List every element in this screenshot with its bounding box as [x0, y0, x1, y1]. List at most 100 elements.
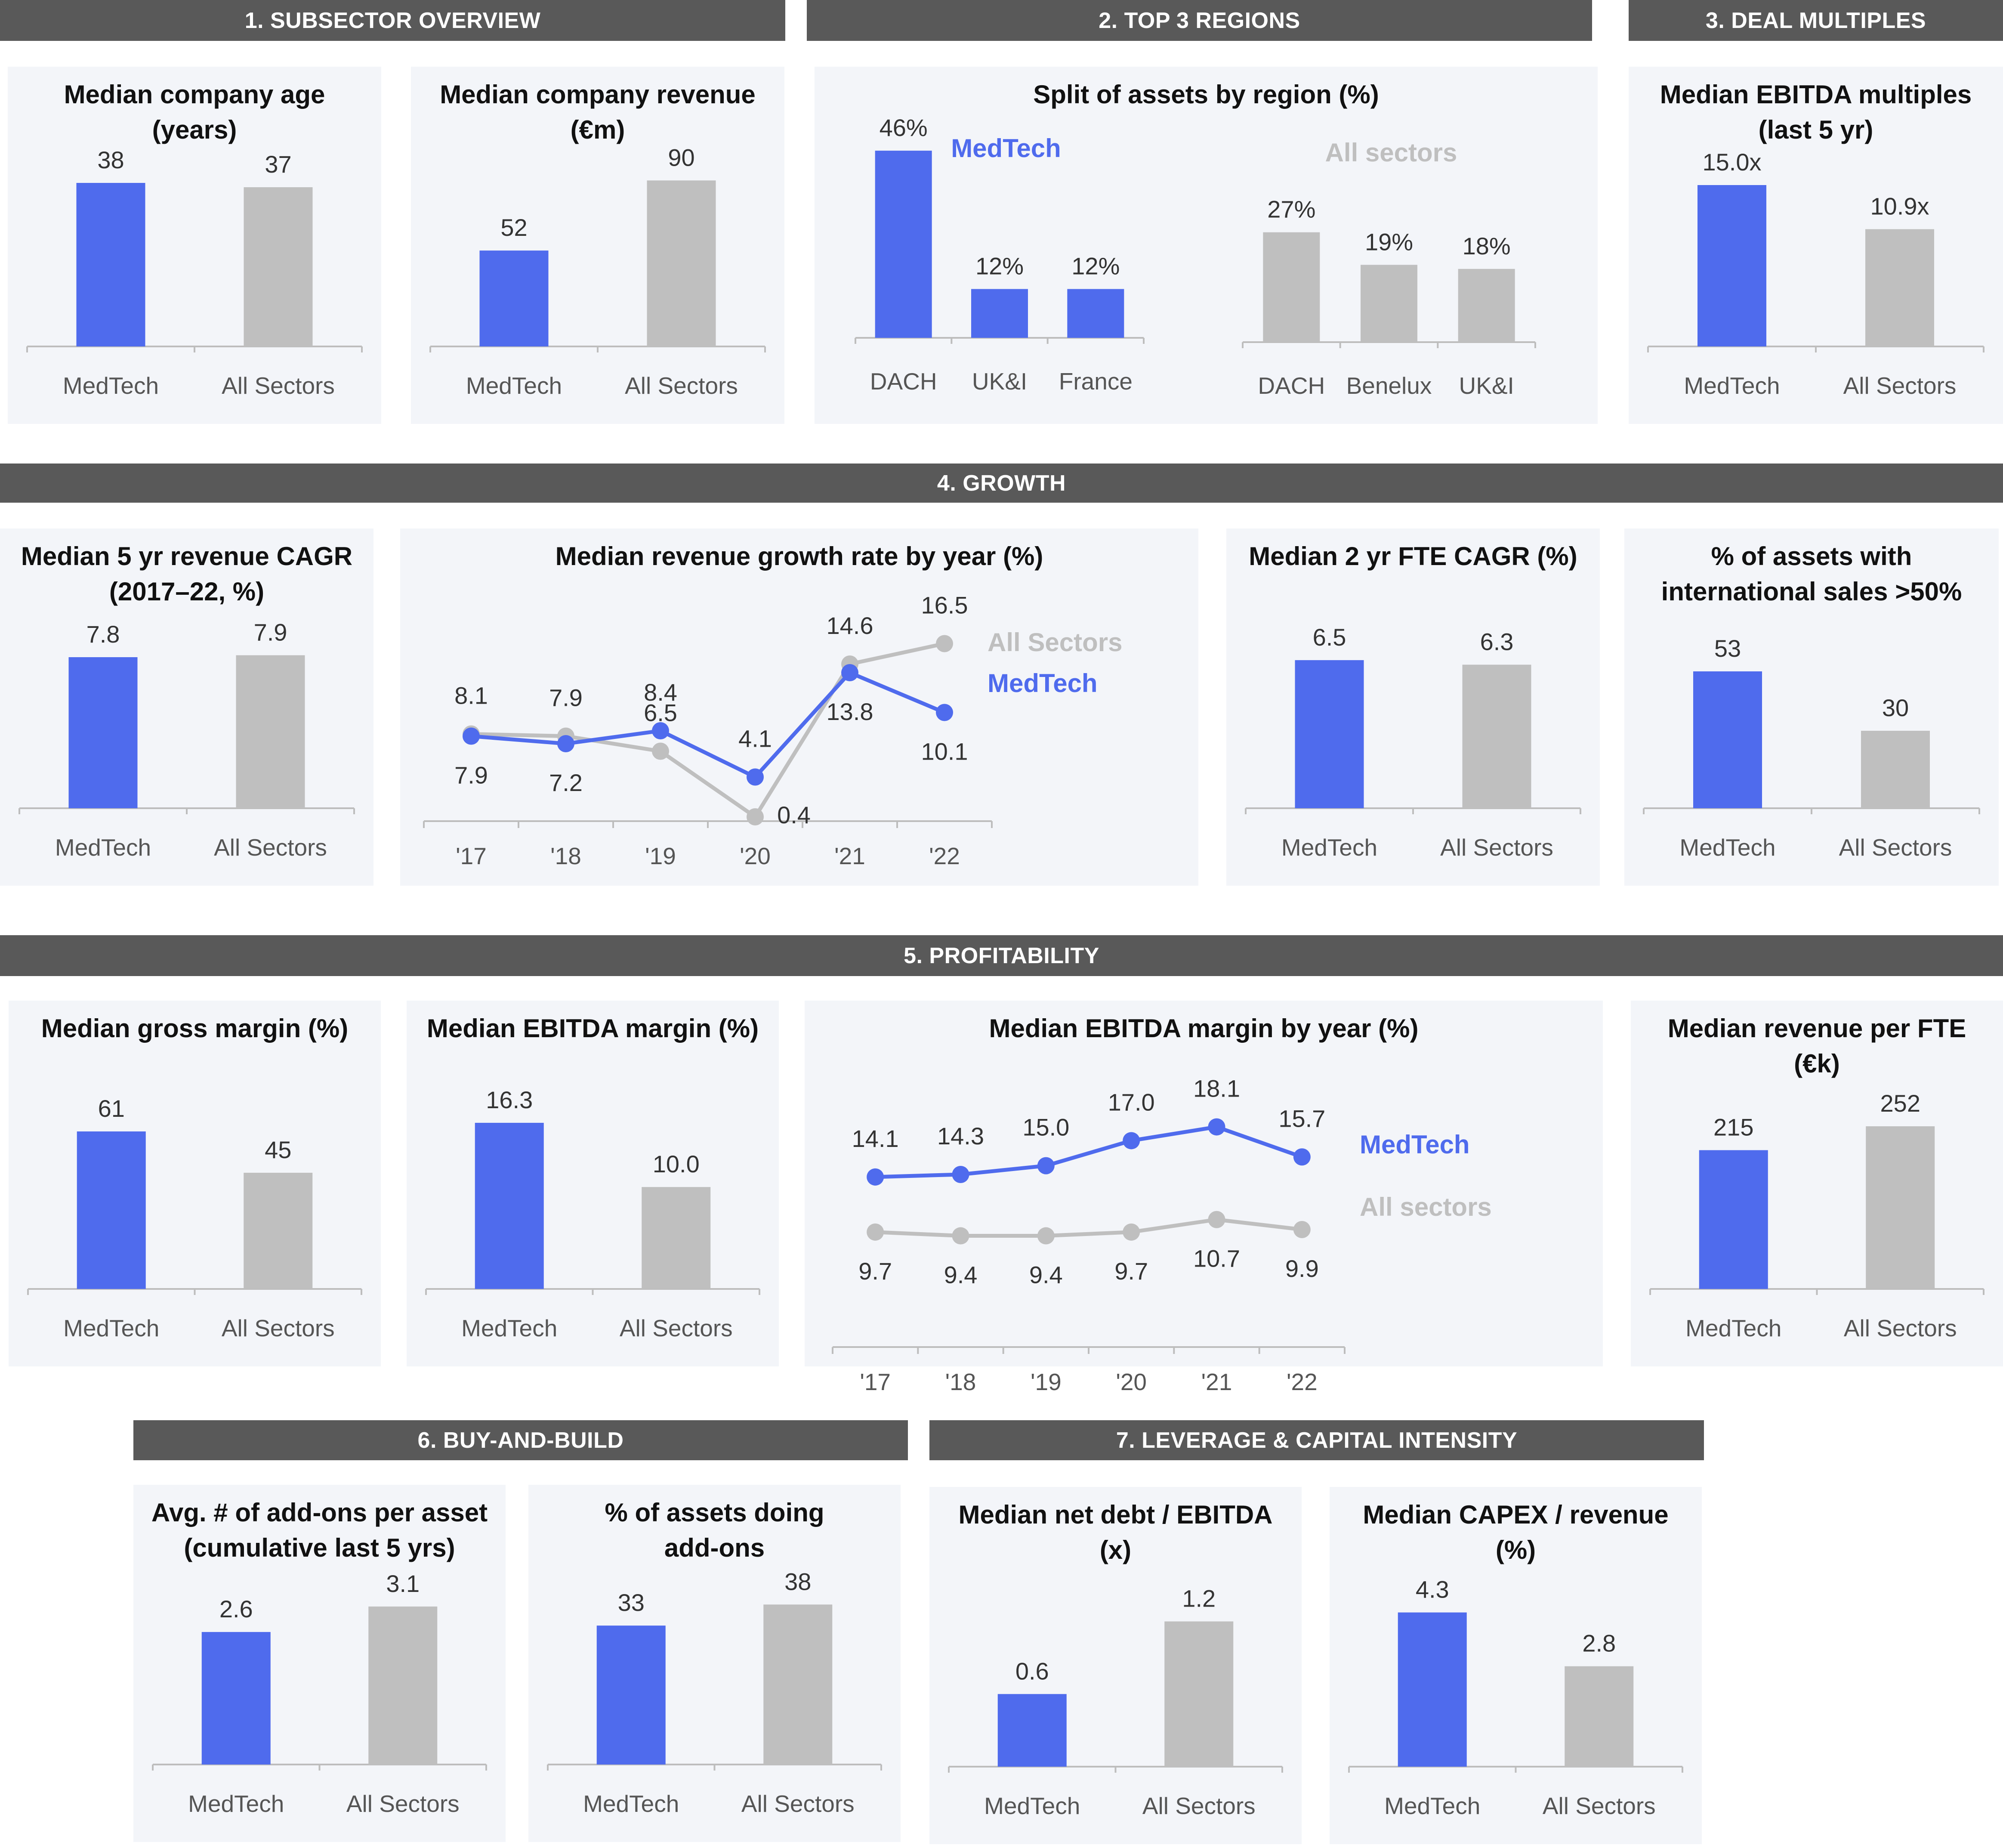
section-header-buy-and-build: 6. BUY-AND-BUILD [133, 1420, 908, 1460]
chart-card-fte-cagr: Median 2 yr FTE CAGR (%) 6.5 MedTech 6.3 All… [1226, 528, 1600, 886]
data-label: 46% [880, 114, 928, 141]
data-label-all-sectors: 16.5 [921, 592, 968, 619]
category-label-france: France [1059, 368, 1133, 395]
chart-revenue-cagr: Median 5 yr revenue CAGR (2017–22, %) 7.8 M… [19, 542, 355, 861]
bar-dach [1263, 232, 1320, 342]
data-label: 12% [975, 253, 1024, 280]
section-header-growth: 4. GROWTH [0, 464, 2003, 503]
bar-all-sectors [368, 1606, 438, 1765]
data-label: 12% [1071, 253, 1120, 280]
data-label-all-sectors: 10.7 [1193, 1245, 1240, 1272]
chart-title-line: international sales >50% [1661, 577, 1962, 606]
chart-card-revenue-per-fte: Median revenue per FTE (€k) 215 MedTech 252 A… [1631, 1001, 2003, 1366]
category-label-medtech: MedTech [984, 1792, 1080, 1819]
data-point-all-sectors [1037, 1227, 1055, 1245]
data-label: 37 [265, 151, 291, 178]
category-label-medtech: MedTech [63, 1315, 159, 1341]
chart-title-line: (2017–22, %) [109, 577, 264, 606]
data-point-medtech [1123, 1132, 1140, 1150]
data-label: 7.9 [254, 619, 287, 646]
chart-title-line: % of assets with [1711, 542, 1912, 571]
chart-title-line: Median revenue growth rate by year (%) [556, 542, 1043, 571]
data-label-medtech: 18.1 [1193, 1075, 1240, 1102]
data-point-medtech [1037, 1157, 1055, 1174]
category-label-all-sectors: All Sectors [620, 1315, 733, 1341]
data-label-all-sectors: 6.5 [644, 699, 677, 726]
category-label-all-sectors: All Sectors [222, 372, 335, 399]
chart-title-line: Median EBITDA margin by year (%) [989, 1014, 1419, 1043]
data-label-medtech: 15.7 [1278, 1105, 1325, 1132]
data-point-all-sectors [1293, 1221, 1311, 1238]
series-line-medtech [471, 670, 945, 780]
data-label: 215 [1713, 1114, 1753, 1141]
chart-title-line: (last 5 yr) [1759, 115, 1873, 144]
bar-medtech [1699, 1150, 1768, 1289]
chart-title-line: (%) [1496, 1536, 1536, 1564]
data-point-all-sectors [1123, 1223, 1140, 1241]
data-label-medtech: 10.1 [921, 738, 968, 765]
group-label-all-sectors: All sectors [1325, 138, 1457, 167]
category-label-medtech: MedTech [1679, 834, 1775, 861]
data-label: 10.0 [653, 1150, 700, 1177]
data-label: 3.1 [386, 1570, 420, 1597]
bar-france [1067, 289, 1124, 338]
section-header-profitability: 5. PROFITABILITY [0, 935, 2003, 976]
section-header-deal-multiples: 3. DEAL MULTIPLES [1629, 0, 2003, 41]
bar-medtech [1693, 671, 1762, 808]
chart-assets-doing-add-ons: % of assets doing add-ons 33 MedTech 38 All S… [547, 1498, 882, 1817]
data-point-all-sectors [936, 635, 953, 652]
data-point-medtech [557, 735, 574, 752]
legend-medtech: MedTech [1360, 1130, 1470, 1159]
bar-all-sectors [244, 187, 313, 346]
chart-company-age: Median company age (years) 38 MedTech 37 All … [26, 80, 363, 399]
category-label-medtech: MedTech [55, 834, 151, 861]
data-label: 33 [618, 1589, 645, 1616]
bar-all-sectors [763, 1604, 833, 1765]
data-point-medtech [952, 1166, 969, 1183]
category-label-all-sectors: All Sectors [222, 1315, 335, 1341]
bar-uk-i [971, 289, 1028, 338]
chart-card-add-ons-per-asset: Avg. # of add-ons per asset (cumulative l… [133, 1485, 506, 1842]
chart-card-assets-doing-add-ons: % of assets doing add-ons 33 MedTech 38 All S… [528, 1485, 901, 1842]
data-point-medtech [936, 704, 953, 721]
chart-card-revenue-growth-by-year: Median revenue growth rate by year (%) '1… [400, 528, 1198, 886]
bar-uk-i [1458, 269, 1515, 342]
legend-all-sectors: All sectors [1360, 1193, 1492, 1221]
bar-all-sectors [647, 180, 716, 346]
chart-gross-margin: Median gross margin (%) 61 MedTech 45 All Se… [27, 1014, 362, 1341]
chart-title-line: Median company revenue [440, 80, 756, 109]
chart-title-line: Median company age [64, 80, 325, 109]
group-label-medtech: MedTech [951, 134, 1061, 163]
chart-capex-revenue: Median CAPEX / revenue (%) 4.3 MedTech 2.8 Al… [1348, 1500, 1683, 1819]
bar-all-sectors [1866, 1126, 1935, 1289]
data-label-medtech: 17.0 [1108, 1088, 1155, 1116]
chart-title-line: (x) [1100, 1536, 1131, 1564]
chart-title-line: (years) [152, 115, 237, 144]
data-label: 10.9x [1870, 193, 1929, 220]
data-point-medtech [841, 664, 858, 681]
x-tick-label: '21 [1201, 1369, 1232, 1395]
chart-title-line: Median 5 yr revenue CAGR [21, 542, 352, 571]
bar-medtech [475, 1122, 544, 1289]
chart-title-line: Median EBITDA multiples [1660, 80, 1972, 109]
chart-card-ebitda-margin: Median EBITDA margin (%) 16.3 MedTech 10.0 A… [407, 1001, 779, 1366]
section-header-subsector-overview: 1. SUBSECTOR OVERVIEW [0, 0, 785, 41]
x-tick-label: '18 [550, 843, 581, 869]
category-label-all-sectors: All Sectors [625, 372, 738, 399]
chart-title-line: Split of assets by region (%) [1033, 80, 1379, 109]
category-label-medtech: MedTech [461, 1315, 557, 1341]
bar-all-sectors [1565, 1666, 1634, 1767]
legend-all-sectors: All Sectors [988, 628, 1122, 657]
data-label-all-sectors: 8.1 [454, 682, 488, 709]
category-label-medtech: MedTech [466, 372, 562, 399]
bar-all-sectors [1865, 229, 1934, 346]
bar-dach [875, 151, 932, 338]
data-label: 38 [97, 146, 124, 173]
chart-card-ebitda-margin-by-year: Median EBITDA margin by year (%) '17 '18 '1… [805, 1001, 1603, 1395]
data-label: 4.3 [1416, 1576, 1449, 1603]
legend-medtech: MedTech [988, 669, 1098, 698]
chart-title-line: % of assets doing [605, 1498, 824, 1527]
data-label: 2.6 [219, 1595, 253, 1622]
data-label: 30 [1882, 694, 1909, 721]
chart-title-line: add-ons [664, 1533, 765, 1562]
